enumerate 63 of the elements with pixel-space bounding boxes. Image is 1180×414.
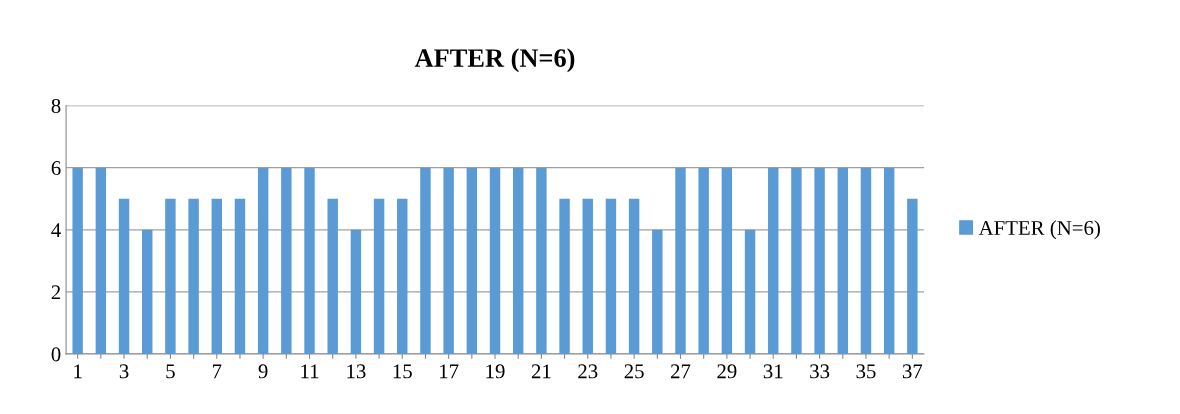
bar: [95, 167, 107, 354]
bar: [582, 198, 593, 354]
bar: [883, 167, 895, 354]
chart-title: AFTER (N=6): [414, 48, 575, 73]
x-tick-label: 15: [393, 364, 412, 379]
x-tick-label: 17: [440, 364, 459, 379]
bar: [744, 229, 756, 354]
bar: [350, 229, 362, 354]
bar: [304, 167, 315, 354]
bar: [234, 198, 246, 354]
bar: [768, 167, 779, 354]
bar: [281, 167, 292, 354]
bar: [652, 229, 663, 354]
x-tick-label: 5: [166, 364, 175, 379]
x-tick-label: 29: [717, 364, 737, 379]
bar: [536, 167, 547, 354]
bar: [791, 167, 802, 354]
x-tick-label: 1: [74, 364, 82, 379]
bar: [466, 167, 478, 354]
bar: [907, 198, 918, 354]
y-tick-label: 2: [51, 285, 61, 300]
bar: [628, 198, 640, 354]
x-tick-label: 3: [119, 364, 129, 379]
x-tick-label: 31: [763, 364, 783, 379]
bar: [675, 167, 686, 354]
bar: [373, 198, 385, 354]
y-tick-label: 0: [51, 347, 61, 362]
bar: [489, 167, 501, 354]
bar: [72, 167, 83, 354]
x-tick-label: 21: [531, 364, 551, 379]
x-tick-label: 27: [670, 364, 691, 379]
x-tick-label: 33: [810, 364, 830, 379]
x-tick-label: 23: [578, 364, 598, 379]
bar: [512, 167, 524, 354]
x-tick-label: 35: [856, 364, 876, 379]
x-tick-label: 37: [902, 364, 923, 379]
x-tick-label: 9: [258, 364, 268, 379]
bar: [721, 167, 733, 354]
bar: [420, 167, 431, 354]
bar: [443, 167, 454, 354]
bar: [814, 167, 825, 354]
x-tick-label: 11: [301, 364, 319, 379]
bar: [837, 167, 849, 354]
bar: [118, 198, 130, 354]
bar: [327, 198, 338, 354]
x-tick-label: 25: [624, 364, 644, 379]
y-tick-label: 8: [51, 98, 61, 113]
y-tick-label: 6: [51, 161, 61, 176]
bar: [165, 198, 176, 354]
bar: [142, 229, 153, 354]
bar: [605, 198, 617, 354]
bar: [257, 167, 269, 354]
bar: [559, 198, 570, 354]
x-tick-label: 19: [486, 364, 505, 379]
bar: [211, 198, 222, 354]
y-tick-label: 4: [51, 223, 61, 237]
x-tick-label: 7: [212, 364, 222, 379]
bar: [188, 198, 199, 354]
bar: [698, 167, 709, 354]
x-tick-label: 13: [347, 364, 366, 379]
bar: [397, 198, 408, 354]
bar: [860, 167, 872, 354]
legend-label: AFTER (N=6): [978, 220, 1100, 240]
